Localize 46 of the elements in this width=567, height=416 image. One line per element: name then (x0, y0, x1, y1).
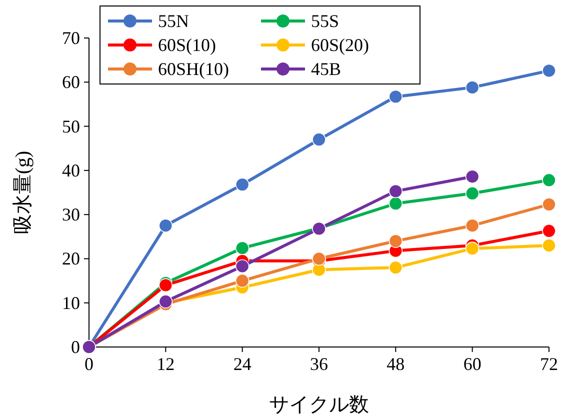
point (542, 224, 556, 238)
y-tick-label: 30 (62, 204, 80, 225)
point (388, 260, 403, 274)
y-axis-title: 吸水量(g) (12, 150, 34, 234)
legend-label: 60SH(10) (158, 59, 230, 79)
point (158, 218, 173, 233)
y-tick-label: 0 (71, 337, 80, 357)
y-tick-label: 20 (62, 248, 80, 269)
point (235, 274, 250, 288)
point (465, 186, 480, 200)
point (465, 218, 480, 233)
legend-label: 55S (311, 11, 340, 31)
legend-label: 45B (311, 59, 342, 79)
point (158, 278, 173, 292)
x-tick-label: 12 (156, 354, 175, 374)
x-axis-title: サイクル数 (269, 394, 369, 416)
point (388, 90, 403, 104)
point (542, 238, 556, 252)
x-tick-label: 36 (310, 354, 328, 374)
y-tick-label: 10 (62, 292, 80, 313)
y-tick-label: 50 (62, 116, 80, 136)
x-tick-label: 0 (84, 354, 94, 374)
point (465, 80, 480, 94)
y-tick-label: 40 (62, 160, 80, 180)
point (542, 173, 556, 188)
legend-label: 55N (158, 11, 189, 31)
x-tick-label: 48 (386, 354, 405, 374)
y-tick-label: 60 (62, 72, 80, 92)
point (388, 234, 403, 248)
point (542, 64, 556, 78)
x-tick-label: 60 (463, 354, 482, 374)
point (312, 132, 326, 146)
point (465, 170, 480, 184)
x-tick-label: 24 (233, 354, 252, 374)
point (388, 196, 403, 210)
point (465, 242, 480, 256)
point (235, 241, 250, 256)
point (235, 178, 250, 192)
legend-label: 60S(10) (158, 35, 216, 55)
point (388, 184, 403, 198)
point (542, 198, 556, 212)
legend-label: 60S(20) (311, 35, 370, 55)
x-tick-label: 72 (540, 354, 558, 374)
y-tick-label: 70 (62, 28, 80, 48)
point (235, 259, 250, 274)
point (312, 252, 326, 266)
